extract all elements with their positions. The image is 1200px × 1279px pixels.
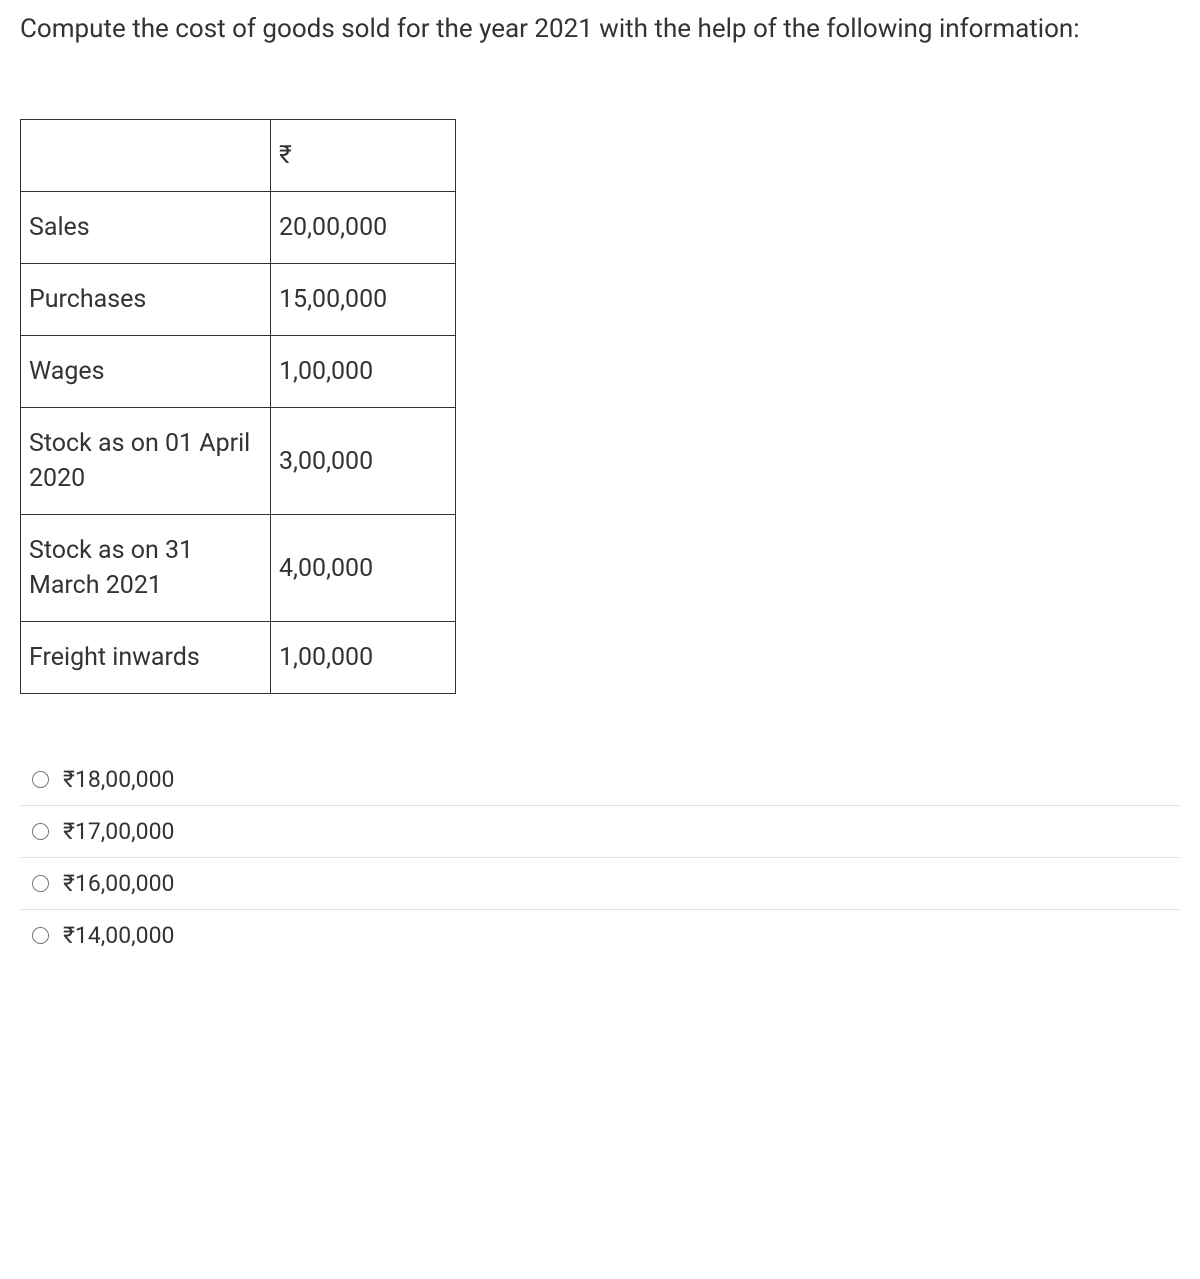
answer-option[interactable]: ₹16,00,000 [20,858,1180,910]
option-label: ₹17,00,000 [63,818,174,845]
table-row: Sales 20,00,000 [21,192,456,264]
question-text: Compute the cost of goods sold for the y… [20,10,1180,49]
answer-option[interactable]: ₹14,00,000 [20,910,1180,961]
table-cell-value: 4,00,000 [271,515,456,622]
option-label: ₹18,00,000 [63,766,174,793]
radio-icon [32,771,49,788]
table-cell-label: Purchases [21,264,271,336]
table-cell-label: Stock as on 31 March 2021 [21,515,271,622]
table-row: Purchases 15,00,000 [21,264,456,336]
radio-icon [32,823,49,840]
table-cell-label: Sales [21,192,271,264]
table-cell-value: 1,00,000 [271,622,456,694]
option-label: ₹14,00,000 [63,922,174,949]
table-cell-value: 20,00,000 [271,192,456,264]
table-cell-value: 1,00,000 [271,336,456,408]
answer-option[interactable]: ₹18,00,000 [20,754,1180,806]
option-label: ₹16,00,000 [63,870,174,897]
data-table: ₹ Sales 20,00,000 Purchases 15,00,000 Wa… [20,119,456,694]
radio-icon [32,927,49,944]
table-header-blank [21,120,271,192]
table-row: Stock as on 01 April 2020 3,00,000 [21,408,456,515]
radio-icon [32,875,49,892]
table-row: Wages 1,00,000 [21,336,456,408]
table-cell-label: Wages [21,336,271,408]
table-row: Freight inwards 1,00,000 [21,622,456,694]
table-header-row: ₹ [21,120,456,192]
answer-options: ₹18,00,000 ₹17,00,000 ₹16,00,000 ₹14,00,… [20,754,1180,961]
table-row: Stock as on 31 March 2021 4,00,000 [21,515,456,622]
table-cell-value: 3,00,000 [271,408,456,515]
table-header-currency: ₹ [271,120,456,192]
table-cell-label: Stock as on 01 April 2020 [21,408,271,515]
table-cell-label: Freight inwards [21,622,271,694]
table-cell-value: 15,00,000 [271,264,456,336]
answer-option[interactable]: ₹17,00,000 [20,806,1180,858]
